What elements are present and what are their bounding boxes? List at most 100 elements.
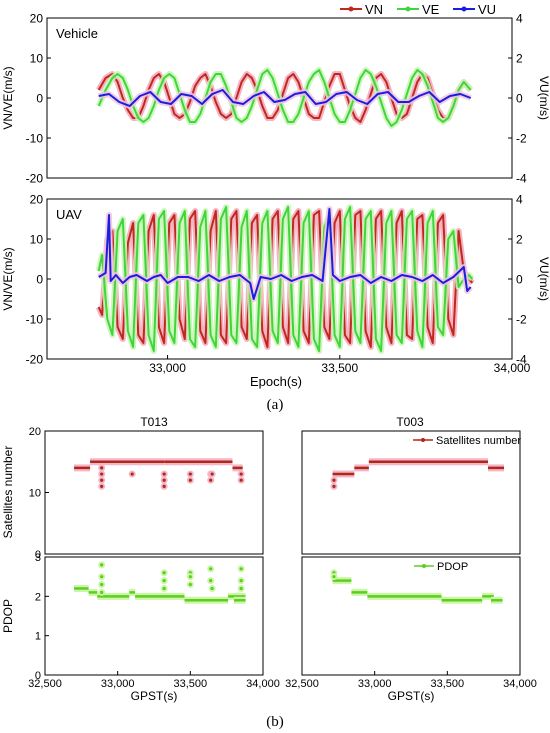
t013-pdop-xtick-label: 33,000 — [101, 678, 135, 690]
t003-pdop-xtick-label: 33,000 — [358, 678, 392, 690]
vehicle-ytick-label-right: -4 — [516, 172, 527, 186]
t003-pdop-xtick-label: 34,000 — [503, 678, 537, 690]
vehicle-title: Vehicle — [56, 26, 98, 41]
uav-ylabel-right: VU(m/s) — [537, 257, 550, 301]
t003-title: T003 — [396, 415, 424, 429]
t013-sat-point — [210, 472, 214, 476]
uav-ytick-label-right: -2 — [516, 313, 527, 327]
legend-ve-label: VE — [422, 2, 440, 17]
t003-pdop-frame — [301, 556, 521, 676]
uav-series — [95, 204, 475, 354]
t003-pdop-series — [330, 569, 503, 604]
t013-sat-point — [162, 472, 166, 476]
legend-pdop-marker — [422, 564, 426, 568]
t013-sat-point — [162, 478, 166, 482]
t013-pdop-ytick-labels: 0 1 2 3 — [35, 552, 49, 682]
uav-ve-line — [97, 206, 474, 352]
uav-ytick-label: 10 — [30, 233, 44, 247]
t003-sat-legend: Satellites number — [413, 435, 521, 447]
uav-xlabel: Epoch(s) — [250, 374, 302, 389]
t003-pdop-xtick-label: 32,500 — [285, 678, 319, 690]
t013-sat-ytick-label: 10 — [29, 488, 41, 500]
t013-pdop-ytick-label: 1 — [35, 631, 41, 643]
t013-pdop-chart: 0 1 2 3 32,500 33,000 33,500 34,000 PDOP GPST(… — [1, 552, 280, 703]
t013-pdop-xtick-label: 33,500 — [174, 678, 208, 690]
legend-ve: VE — [397, 2, 440, 17]
t003-sat-chart: T003 Satellites number — [301, 415, 521, 555]
legend-sat-marker — [421, 438, 425, 442]
t013-sat-point — [130, 472, 134, 476]
uav-xtick-label: 33,500 — [321, 361, 358, 375]
t013-pdop-xtick-label: 34,000 — [246, 678, 280, 690]
vehicle-ylabel-left: VN/VE(m/s) — [1, 66, 15, 129]
t013-sat-point — [162, 484, 166, 488]
vehicle-ve-line — [97, 69, 472, 127]
uav-ytick-label-right: 4 — [516, 193, 523, 207]
t003-pdop-xlabel: GPST(s) — [388, 689, 435, 703]
legend-ve-marker — [405, 6, 411, 12]
t013-sat-ytick-labels: 0 10 20 — [29, 426, 49, 561]
t013-sat-point — [100, 484, 104, 488]
t003-pdop-point — [332, 575, 336, 579]
t013-sat-chart: T013 0 10 20 Satellites number — [1, 415, 264, 561]
t013-pdop-point — [209, 567, 213, 571]
uav-ytick-labels-right: -4 -2 0 2 4 — [508, 193, 527, 367]
t013-sat-point — [100, 466, 104, 470]
t013-pdop-point — [239, 579, 243, 583]
uav-ytick-label: 20 — [30, 193, 44, 207]
t013-pdop-point — [162, 571, 166, 575]
legend-vu-label: VU — [478, 2, 496, 17]
t003-sat-point — [332, 478, 336, 482]
t003-pdop-xtick-label: 33,500 — [431, 678, 465, 690]
t013-sat-ylabel: Satellites number — [1, 446, 15, 539]
t013-pdop-point — [100, 563, 104, 567]
vehicle-ytick-label-right: 0 — [516, 92, 523, 106]
legend-sat-label: Satellites number — [436, 435, 521, 447]
vehicle-ytick-label: 20 — [30, 12, 44, 26]
vehicle-ytick-label: -20 — [26, 172, 44, 186]
uav-ytick-labels: -20 -10 0 10 20 — [26, 193, 51, 367]
t013-sat-point — [209, 478, 213, 482]
t013-sat-point — [188, 478, 192, 482]
vehicle-ytick-labels-right: -4 -2 0 2 4 — [508, 12, 527, 186]
legend-vn: VN — [340, 2, 383, 17]
t013-sat-point — [239, 478, 243, 482]
t013-pdop-ytick-label: 0 — [35, 670, 41, 682]
uav-ytick-label: -20 — [26, 353, 44, 367]
legend-vn-label: VN — [365, 2, 383, 17]
legend-pdop-label: PDOP — [437, 561, 468, 573]
uav-ytick-label-right: 0 — [516, 273, 523, 287]
vehicle-ylabel-right: VU(m/s) — [537, 76, 550, 120]
legend-vu-marker — [461, 6, 467, 12]
t013-pdop-point — [188, 575, 192, 579]
t003-sat-series — [330, 458, 505, 490]
t013-pdop-point — [100, 582, 104, 587]
t013-pdop-series — [74, 561, 246, 604]
t013-sat-series — [74, 458, 245, 490]
uav-xtick-labels: 33,000 33,500 34,000 — [149, 355, 531, 375]
t013-pdop-ylabel: PDOP — [1, 599, 15, 633]
uav-ytick-label: 0 — [36, 273, 43, 287]
t013-pdop-ytick-label: 2 — [35, 591, 41, 603]
t013-pdop-point — [100, 590, 104, 595]
uav-title: UAV — [56, 207, 82, 222]
t013-pdop-point — [239, 567, 243, 571]
t013-pdop-xtick-labels: 32,500 33,000 33,500 34,000 — [28, 671, 280, 690]
t013-pdop-xlabel: GPST(s) — [131, 689, 178, 703]
uav-ytick-label-right: -4 — [516, 353, 527, 367]
vehicle-vu-line — [98, 89, 472, 107]
t003-sat-frame — [301, 430, 521, 555]
uav-xtick-label: 34,000 — [494, 361, 531, 375]
vehicle-ytick-label-right: 2 — [516, 52, 523, 66]
vehicle-ytick-label-right: 4 — [516, 12, 523, 26]
t003-pdop-legend: PDOP — [414, 561, 468, 573]
t013-pdop-frame — [44, 556, 264, 676]
legend-vn-marker — [348, 6, 354, 12]
vehicle-ytick-label-right: -2 — [516, 132, 527, 146]
uav-ytick-label: -10 — [26, 313, 44, 327]
t003-sat-point — [332, 484, 336, 488]
t013-pdop-point — [188, 582, 192, 587]
